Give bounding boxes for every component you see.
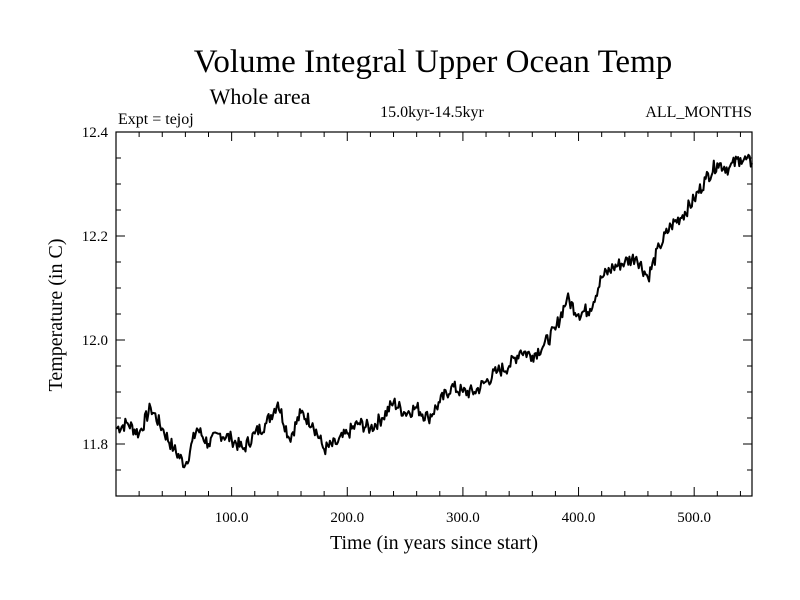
y-tick-label: 12.2 [82,229,108,245]
x-tick-label: 200.0 [330,510,364,526]
x-tick-label: 400.0 [562,510,596,526]
y-tick-labels: 11.8 12.0 12.2 12.4 [82,125,109,453]
x-axis-label: Time (in years since start) [330,532,538,554]
months-label: ALL_MONTHS [645,104,752,121]
y-tick-label: 12.0 [82,333,108,349]
chart-title: Volume Integral Upper Ocean Temp [194,44,672,80]
x-tick-label: 100.0 [215,510,249,526]
period-label: 15.0kyr-14.5kyr [380,104,484,121]
expt-label: Expt = tejoj [118,111,194,128]
x-tick-label: 500.0 [677,510,711,526]
plot-frame [115,131,753,497]
axes [116,132,752,496]
x-tick-labels: 100.0 200.0 300.0 400.0 500.0 [215,510,711,526]
chart-subtitle: Whole area [210,84,311,109]
y-axis-label: Temperature (in C) [45,239,67,392]
y-tick-label: 11.8 [82,437,108,453]
x-tick-label: 300.0 [446,510,480,526]
data-series-line [115,153,753,469]
y-tick-label: 12.4 [82,125,109,141]
